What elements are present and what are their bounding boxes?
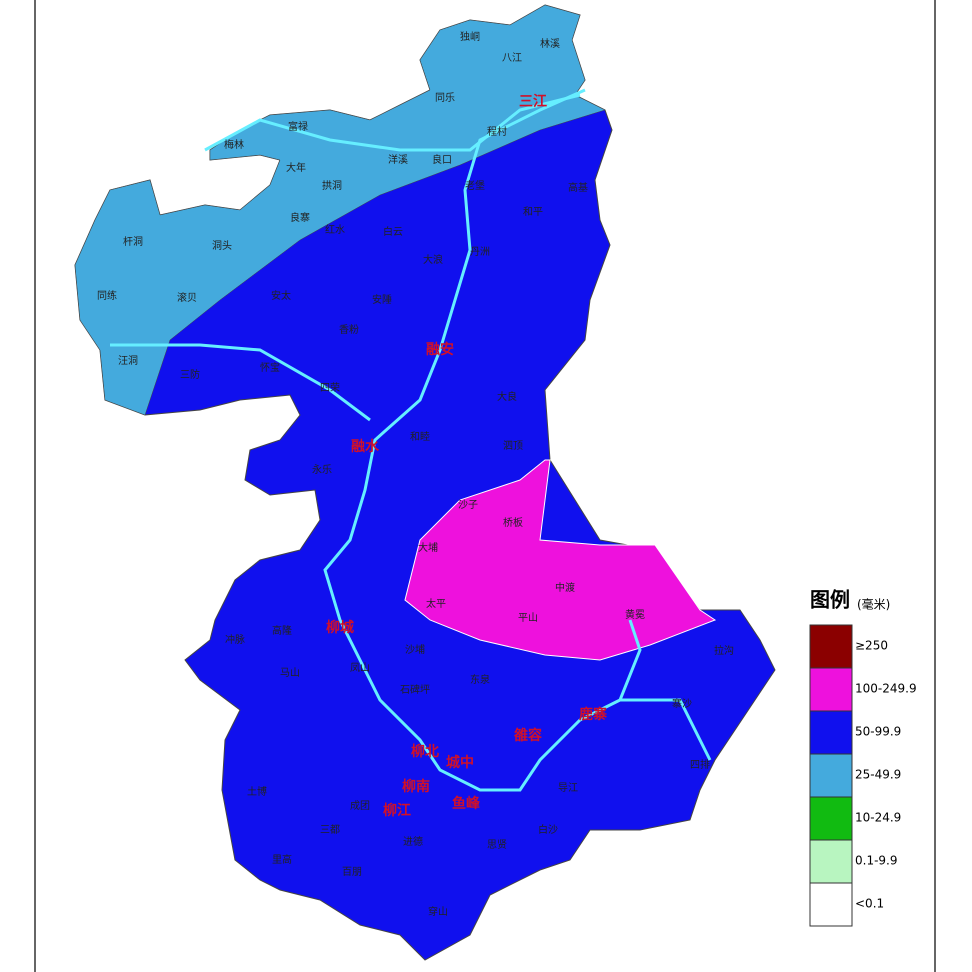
place-label: 平山 <box>518 612 538 624</box>
legend-swatch <box>809 667 853 712</box>
county-label: 三江 <box>519 93 547 110</box>
place-label: 白云 <box>383 225 403 238</box>
county-label: 城中 <box>446 754 474 771</box>
place-label: 丹洲 <box>470 246 490 258</box>
rivers <box>110 88 712 792</box>
legend-title: 图例 <box>810 588 850 612</box>
county-label: 融水 <box>351 438 380 455</box>
place-label: 同练 <box>97 289 117 302</box>
place-label: 百朋 <box>342 866 362 878</box>
place-label: 中渡 <box>555 581 575 594</box>
place-label: 林溪 <box>540 37 560 50</box>
place-label: 成团 <box>350 800 370 812</box>
place-label: 洋溪 <box>388 153 408 166</box>
place-label: 进德 <box>403 835 423 848</box>
place-label: 大浪 <box>423 253 443 266</box>
county-label: 雒容 <box>513 727 542 744</box>
legend-swatch <box>809 839 853 884</box>
place-label: 黄冕 <box>625 608 645 621</box>
county-label: 柳北 <box>411 743 439 760</box>
place-label: 太平 <box>426 597 446 610</box>
county-label: 融安 <box>426 341 454 358</box>
legend-unit: (毫米) <box>857 597 890 612</box>
county-label: 鹿寨 <box>578 706 608 723</box>
place-label: 沙埔 <box>405 643 425 656</box>
legend-swatch <box>809 624 853 669</box>
legend-swatch <box>809 796 853 841</box>
place-label: 安陲 <box>372 293 392 306</box>
legend-swatch <box>809 753 853 798</box>
place-label: 滚贝 <box>177 291 197 304</box>
legend-label: ≥250 <box>855 639 888 653</box>
place-label: 杆洞 <box>123 236 143 248</box>
place-label: 拉沟 <box>714 644 734 657</box>
place-label: 马山 <box>280 667 300 679</box>
place-label: 怀宝 <box>260 361 280 374</box>
place-label: 沙子 <box>458 499 478 511</box>
place-label: 香粉 <box>339 323 359 336</box>
legend-label: 25-49.9 <box>855 768 901 782</box>
place-label: 石碑坪 <box>400 683 430 696</box>
place-label: 凤山 <box>350 662 370 674</box>
place-label: 穿山 <box>428 905 448 918</box>
place-label: 良寨 <box>290 211 310 224</box>
place-label: 八江 <box>502 52 522 64</box>
place-label: 里高 <box>272 853 292 866</box>
county-label: 柳城 <box>326 619 354 636</box>
legend-swatch <box>809 882 853 927</box>
county-label: 鱼峰 <box>452 795 481 812</box>
place-label: 程村 <box>487 125 507 138</box>
place-label: 和睦 <box>410 430 430 443</box>
place-label: 安太 <box>271 289 291 302</box>
place-label: 泗顶 <box>503 440 523 452</box>
region-25-49 <box>74 4 606 416</box>
place-label: 土博 <box>247 785 267 798</box>
river <box>204 93 581 152</box>
place-label: 白沙 <box>538 823 558 836</box>
legend-label: 0.1-9.9 <box>855 854 898 868</box>
place-label: 高隆 <box>272 624 292 637</box>
place-label: 同乐 <box>435 92 455 104</box>
place-label: 大埔 <box>418 541 438 554</box>
place-label: 四排 <box>690 758 710 771</box>
place-label: 寨沙 <box>672 697 692 710</box>
place-label: 永乐 <box>312 463 332 476</box>
place-label: 红水 <box>325 223 345 236</box>
place-label: 三防 <box>180 368 200 381</box>
place-label: 和平 <box>523 206 543 218</box>
river <box>110 343 371 422</box>
place-label: 大年 <box>286 161 306 174</box>
place-label: 汪洞 <box>118 355 138 367</box>
place-label: 富禄 <box>288 120 308 133</box>
county-label: 柳江 <box>383 802 411 819</box>
place-label: 冲脉 <box>225 633 245 646</box>
river <box>620 698 712 761</box>
county-label: 柳南 <box>402 778 430 795</box>
legend-swatch <box>809 710 853 755</box>
place-label: 梅林 <box>224 138 244 151</box>
place-label: 独峒 <box>460 30 480 43</box>
place-label: 老堡 <box>465 179 485 192</box>
legend-label: 50-99.9 <box>855 725 901 739</box>
place-label: 东泉 <box>470 673 490 686</box>
place-label: 拱洞 <box>322 179 342 192</box>
river <box>323 88 642 792</box>
region-100-249 <box>404 459 717 661</box>
place-label: 高基 <box>568 181 588 194</box>
place-label: 四荣 <box>320 382 340 394</box>
legend-label: 10-24.9 <box>855 811 901 825</box>
place-label: 良口 <box>432 153 452 166</box>
regions <box>74 4 776 961</box>
legend: 图例 (毫米) ≥250 100-249.9 50-99.9 25-49.9 10-24… <box>809 588 917 927</box>
place-label: 导江 <box>558 782 578 794</box>
legend-label: <0.1 <box>855 897 884 911</box>
place-label: 思贤 <box>487 839 507 851</box>
place-label: 洞头 <box>212 240 232 252</box>
place-label: 桥板 <box>503 516 523 529</box>
place-label: 大良 <box>497 390 517 403</box>
legend-label: 100-249.9 <box>855 682 917 696</box>
place-label: 三都 <box>320 824 340 836</box>
